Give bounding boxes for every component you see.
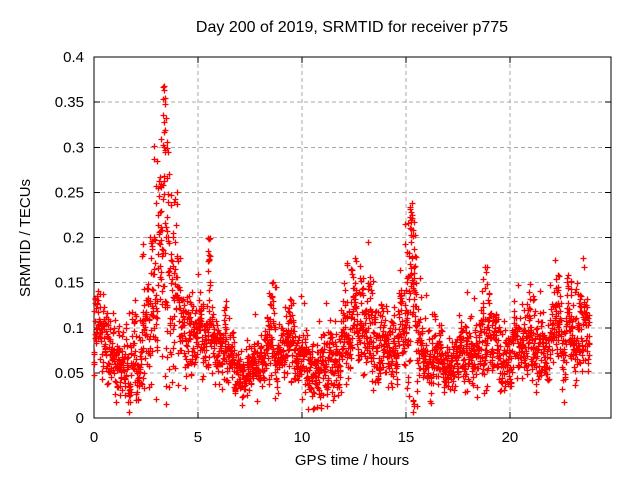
x-tick-label: 20: [502, 429, 519, 446]
y-tick-label: 0.05: [55, 365, 84, 382]
y-tick-label: 0.35: [55, 94, 84, 111]
y-tick-label: 0: [76, 410, 84, 427]
x-tick-label: 15: [398, 429, 415, 446]
scatter-data-points: [91, 83, 593, 416]
data-points-layer: [91, 83, 593, 416]
chart-title: Day 200 of 2019, SRMTID for receiver p77…: [196, 19, 508, 36]
tick-labels: 0 5 10 15 20 0 0.05 0.1 0.15 0.2 0.25 0.3 0.35 0.4: [55, 49, 518, 446]
x-tick-label: 0: [90, 429, 98, 446]
y-tick-label: 0.25: [55, 184, 84, 201]
y-tick-label: 0.1: [63, 320, 84, 337]
x-tick-label: 5: [194, 429, 202, 446]
x-axis-label: GPS time / hours: [295, 452, 409, 469]
y-tick-label: 0.4: [63, 49, 84, 66]
x-tick-label: 10: [294, 429, 311, 446]
y-tick-label: 0.3: [63, 139, 84, 156]
axis-ticks: [93, 56, 611, 419]
y-axis-label: SRMTID / TECUs: [17, 179, 34, 297]
y-tick-label: 0.15: [55, 275, 84, 292]
y-tick-label: 0.2: [63, 230, 84, 247]
